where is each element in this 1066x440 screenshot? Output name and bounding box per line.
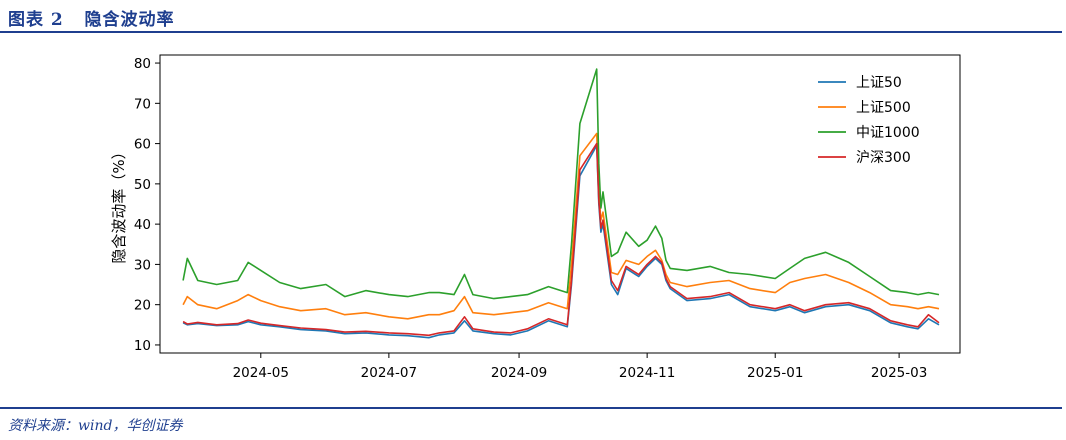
source-note: 资料来源：wind，华创证券 [8, 418, 183, 434]
series-line-1 [182, 144, 940, 339]
y-tick-label: 20 [134, 298, 151, 314]
figure-title: 图表 2 隐含波动率 [8, 10, 175, 30]
legend-label-3: 中证1000 [856, 125, 920, 141]
y-axis-label: 隐含波动率（%） [110, 144, 128, 263]
footer-divider [0, 407, 1062, 409]
y-tick-label: 80 [134, 56, 151, 72]
y-axis: 10 20 30 40 50 60 70 80 [134, 56, 160, 354]
y-tick-label: 40 [134, 217, 151, 233]
x-tick-label: 2025-01 [747, 365, 803, 381]
legend-label-4: 沪深300 [856, 150, 911, 166]
x-tick-label: 2024-05 [233, 365, 289, 381]
y-tick-label: 70 [134, 96, 151, 112]
series-lines [182, 68, 940, 339]
x-tick-label: 2024-11 [619, 365, 675, 381]
header-divider [0, 31, 1062, 33]
x-tick-label: 2024-09 [491, 365, 547, 381]
legend-label-2: 上证500 [856, 100, 911, 116]
y-tick-label: 30 [134, 257, 151, 273]
y-tick-label: 50 [134, 177, 151, 193]
legend-label-1: 上证50 [856, 75, 902, 91]
series-line-4 [182, 142, 940, 337]
x-axis: 2024-05 2024-07 2024-09 2024-11 2025-01 2025-… [233, 353, 927, 381]
plot-area-frame [159, 54, 961, 354]
x-tick-label: 2025-03 [871, 365, 927, 381]
y-tick-label: 10 [134, 338, 151, 354]
series-line-3 [182, 68, 940, 300]
x-tick-label: 2024-07 [361, 365, 417, 381]
legend: 上证50 上证500 中证1000 沪深300 [818, 75, 920, 166]
figure-header: 图表 2 隐含波动率 [0, 0, 1066, 34]
y-tick-label: 60 [134, 137, 151, 153]
